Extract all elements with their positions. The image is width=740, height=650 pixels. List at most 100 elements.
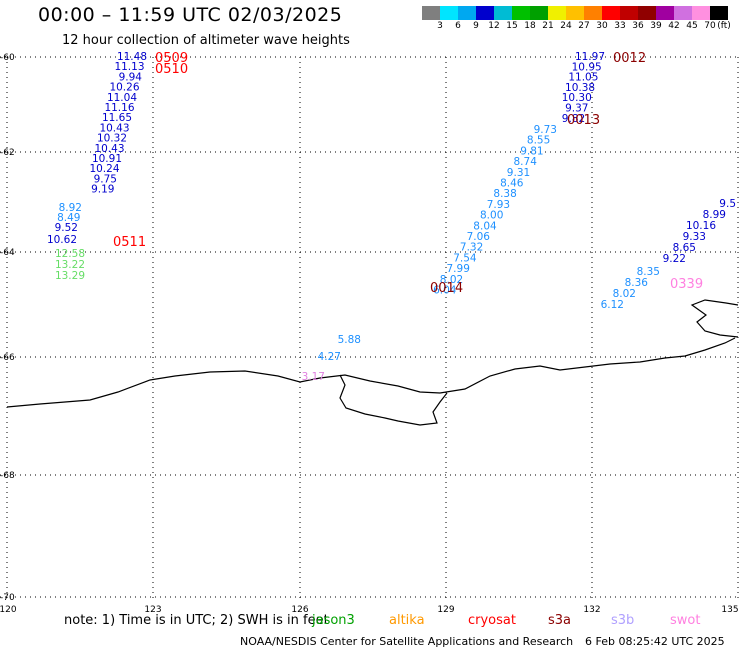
wave-height-value: 10.26 xyxy=(109,82,139,94)
wave-height-value: 10.38 xyxy=(565,82,595,94)
latitude-label: -64 xyxy=(0,248,15,258)
color-swatch xyxy=(656,6,674,20)
color-scale-bar xyxy=(422,6,728,20)
wave-height-value: 8.00 xyxy=(480,210,503,222)
wave-height-value: 11.97 xyxy=(575,51,605,63)
wave-height-value: 6.12 xyxy=(601,299,624,311)
wave-height-value: 8.55 xyxy=(527,135,550,147)
pass-time-label: 0339 xyxy=(670,277,703,292)
color-scale-tick: 27 xyxy=(578,21,590,31)
axis-labels: -60 -62 -64 -66 -68 -70 120 123 126 129 132 135 xyxy=(0,53,739,615)
color-scale-tick: 24 xyxy=(560,21,572,31)
wave-height-value: 10.43 xyxy=(94,143,124,155)
longitude-label: 123 xyxy=(144,605,161,615)
wave-height-value: 11.04 xyxy=(107,92,137,104)
wave-height-value: 9.52 xyxy=(55,222,78,234)
wave-height-value: 11.13 xyxy=(114,61,144,73)
color-scale-tick: 70 xyxy=(704,21,716,31)
longitude-label: 126 xyxy=(291,605,308,615)
pass-time-label: 0509 xyxy=(155,51,188,66)
wave-height-value: 5.88 xyxy=(338,334,361,346)
wave-height-value: 10.24 xyxy=(89,163,119,175)
coastline-inlet xyxy=(339,374,448,426)
map-title: 00:00 – 11:59 UTC 02/03/2025 xyxy=(38,4,343,26)
antarctic-coastline xyxy=(6,337,736,408)
wave-height-value: 9.82 xyxy=(562,113,585,125)
coastline xyxy=(6,299,739,426)
color-scale-tick: 15 xyxy=(506,21,518,31)
wave-height-value: 10.62 xyxy=(47,234,77,246)
wave-height-value: 10.91 xyxy=(92,153,122,165)
wave-height-value: 9.22 xyxy=(663,253,686,265)
longitude-label: 135 xyxy=(721,605,738,615)
wave-height-value: 8.49 xyxy=(57,212,80,224)
map-subtitle: 12 hour collection of altimeter wave hei… xyxy=(62,33,350,48)
color-scale-unit: (ft) xyxy=(717,21,731,31)
wave-height-value: 10.43 xyxy=(99,122,129,134)
satellite-altika: altika xyxy=(389,613,425,628)
pass-time-label: 0014 xyxy=(430,281,463,296)
satellite-s3b: s3b xyxy=(611,613,635,628)
wave-height-value: 3.17 xyxy=(302,371,325,383)
wave-height-value: 8.02 xyxy=(440,274,463,286)
latitude-label: -68 xyxy=(0,471,15,481)
wave-height-value: 8.99 xyxy=(703,209,726,221)
wave-height-value: 8.38 xyxy=(493,188,516,200)
wave-height-value: 8.04 xyxy=(473,220,497,232)
wave-height-value: 7.99 xyxy=(447,263,470,275)
wave-height-value: 10.32 xyxy=(97,133,127,145)
wave-height-value: 8.65 xyxy=(673,242,696,254)
pass-time-label: 0511 xyxy=(113,235,146,250)
wave-height-value: 12.58 xyxy=(55,248,85,260)
wave-height-value: 7.54 xyxy=(453,252,477,264)
color-scale-tick: 9 xyxy=(473,21,479,31)
color-swatch xyxy=(584,6,602,20)
wave-height-value: 9.94 xyxy=(119,71,143,83)
color-swatch xyxy=(602,6,620,20)
color-swatch xyxy=(440,6,458,20)
wave-height-value: 8.02 xyxy=(613,288,636,300)
color-scale-tick: 3 xyxy=(437,21,443,31)
pass-time-label: 0510 xyxy=(155,62,188,77)
color-scale-tick: 30 xyxy=(596,21,608,31)
latitude-label: -66 xyxy=(0,353,15,363)
longitude-label: 120 xyxy=(0,605,17,615)
wave-height-value: 9.37 xyxy=(565,103,588,115)
wave-height-value: 9.31 xyxy=(507,167,530,179)
color-scale-tick: 36 xyxy=(632,21,644,31)
satellite-swot: swot xyxy=(670,613,701,628)
generated-time: 6 Feb 08:25:42 UTC 2025 xyxy=(585,635,725,648)
coastline-bay xyxy=(690,299,739,338)
color-swatch xyxy=(422,6,440,20)
wave-height-value: 10.30 xyxy=(562,92,592,104)
wave-height-value: 8.36 xyxy=(625,277,649,289)
longitude-label: 132 xyxy=(583,605,600,615)
wave-height-value: 11.48 xyxy=(117,51,147,63)
color-scale-tick: 12 xyxy=(488,21,500,31)
pass-time-label: 0013 xyxy=(567,113,600,128)
wave-height-value: 4.27 xyxy=(318,351,341,363)
color-scale-tick: 18 xyxy=(524,21,536,31)
latitude-label: -62 xyxy=(0,148,15,158)
wave-height-value: 6.04 xyxy=(433,285,457,297)
color-swatch xyxy=(458,6,476,20)
wave-height-value: 8.35 xyxy=(637,266,660,278)
latitude-label: -70 xyxy=(0,593,15,603)
color-swatch xyxy=(674,6,692,20)
color-scale-tick: 6 xyxy=(455,21,461,31)
color-scale-tick: 42 xyxy=(668,21,680,31)
color-scale-tick: 21 xyxy=(542,21,554,31)
wave-height-value: 8.74 xyxy=(514,156,538,168)
color-swatch xyxy=(530,6,548,20)
color-swatch xyxy=(548,6,566,20)
wave-height-value: 10.95 xyxy=(572,61,602,73)
wave-height-value: 9.81 xyxy=(520,145,543,157)
wave-height-value: 8.46 xyxy=(500,178,524,190)
wave-height-value: 11.05 xyxy=(568,72,598,84)
color-swatch xyxy=(710,6,728,20)
wave-height-value: 7.93 xyxy=(487,199,510,211)
color-swatch xyxy=(638,6,656,20)
satellite-s3a: s3a xyxy=(548,613,572,628)
